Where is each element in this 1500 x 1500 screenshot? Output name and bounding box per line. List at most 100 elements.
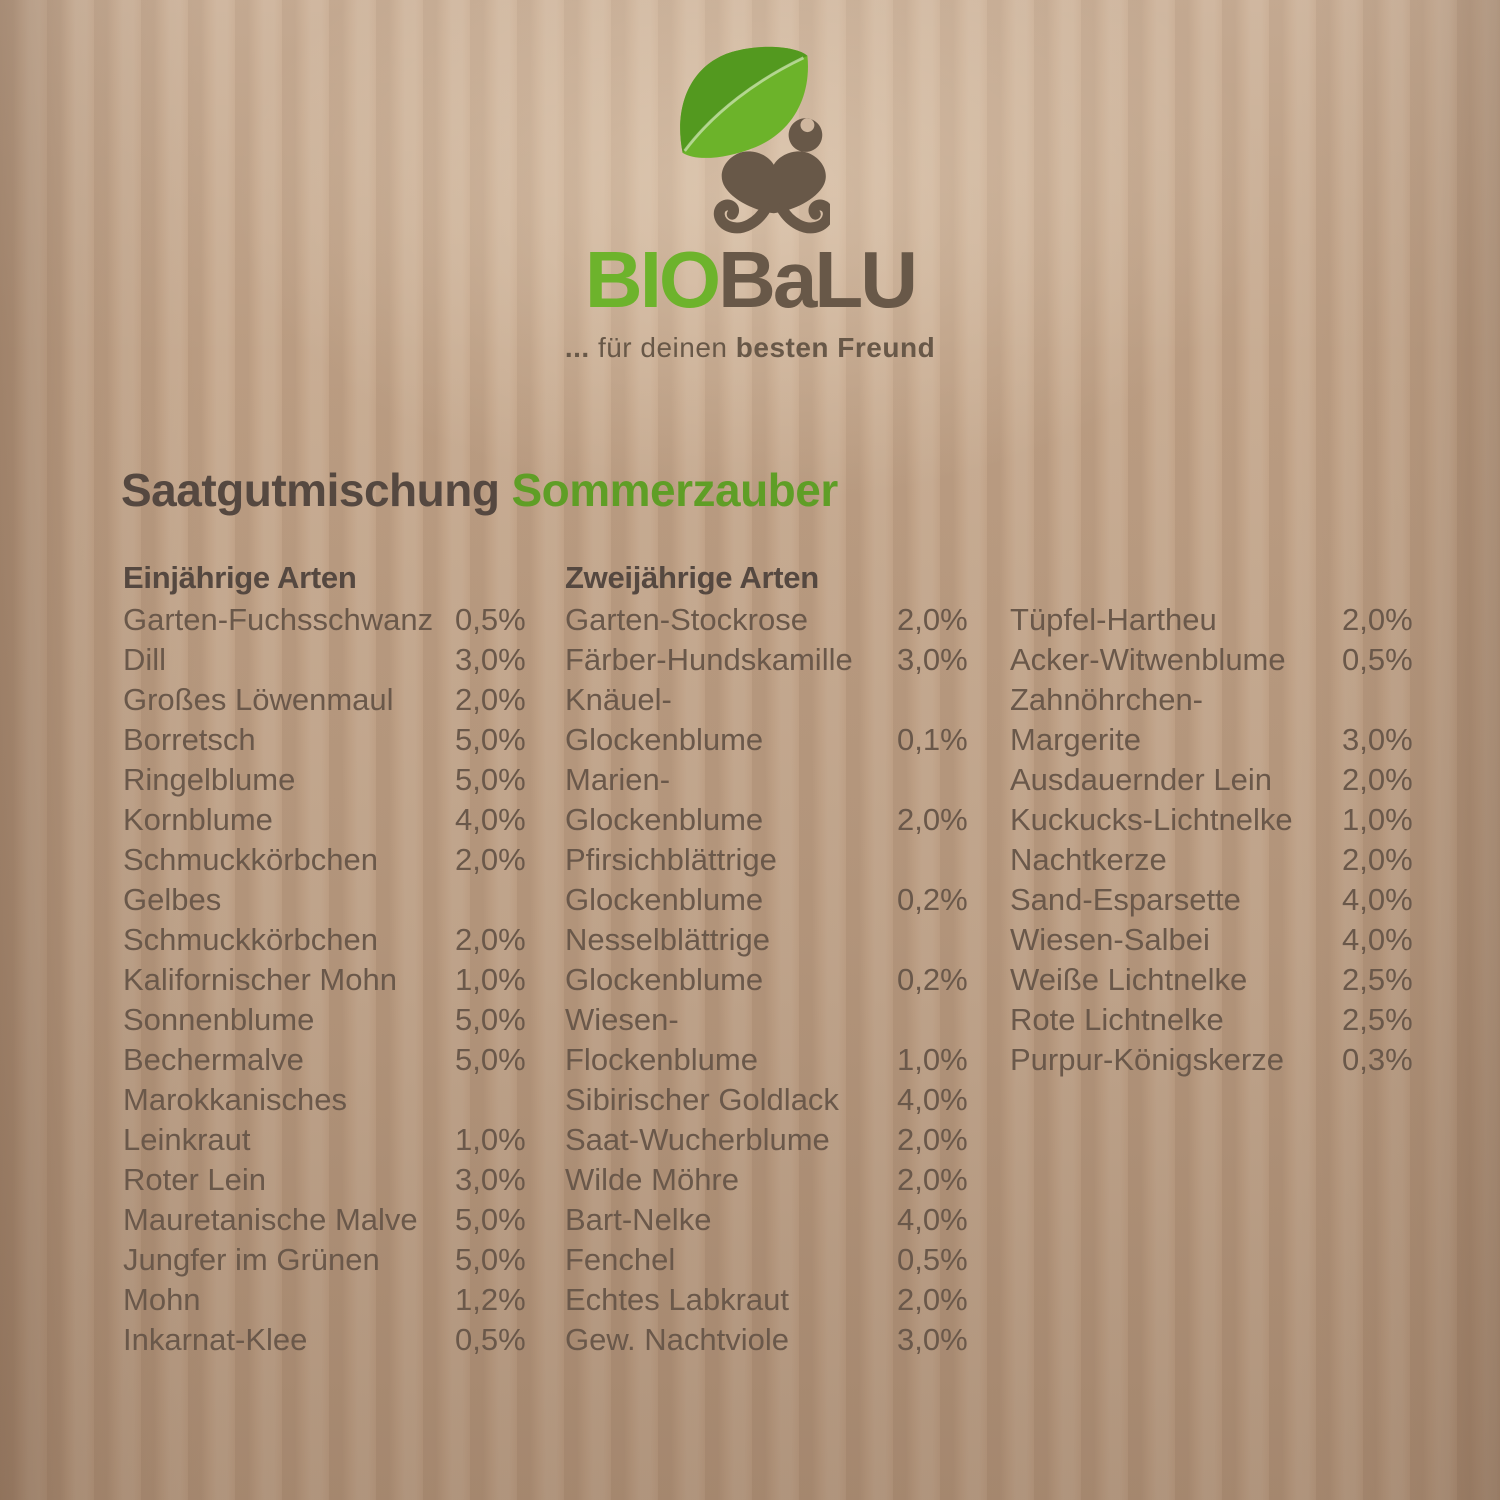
biobalu-logo-icon bbox=[680, 46, 830, 234]
species-percentage: 0,3% bbox=[1342, 1042, 1413, 1077]
species-percentage: 5,0% bbox=[455, 1042, 526, 1077]
species-row: Weiße Lichtnelke 2,5% bbox=[1010, 960, 1415, 1000]
species-row: Echtes Labkraut 2,0% bbox=[565, 1280, 970, 1320]
species-row: Sand-Esparsette 4,0% bbox=[1010, 880, 1415, 920]
species-name: Dill bbox=[123, 642, 167, 677]
species-percentage: 0,5% bbox=[1342, 642, 1413, 677]
species-name: Sibirischer Goldlack bbox=[565, 1082, 839, 1117]
leaf-dark-half bbox=[680, 46, 808, 153]
species-column-1: Einjährige Arten Garten-Fuchsschwanz 0,5% D… bbox=[123, 556, 528, 1360]
species-name: Jungfer im Grünen bbox=[123, 1242, 380, 1277]
column-header: Zweijährige Arten bbox=[565, 560, 819, 595]
species-name: Borretsch bbox=[123, 722, 256, 757]
species-column-2: Zweijährige Arten Garten-Stockrose 2,0% Fär… bbox=[565, 556, 970, 1360]
species-percentage: 1,2% bbox=[455, 1282, 526, 1317]
nose-whisker-right-icon bbox=[776, 199, 830, 234]
species-name: Leinkraut bbox=[123, 1122, 251, 1157]
species-column-3: Tüpfel-Hartheu 2,0% Acker-Witwenblume 0,5% Z… bbox=[1010, 556, 1415, 1080]
species-row: Gelbes bbox=[123, 880, 528, 920]
brand-bio: BIO bbox=[584, 235, 721, 324]
tagline-regular: für deinen bbox=[597, 332, 728, 363]
leaf-midrib bbox=[683, 56, 805, 152]
species-row: Großes Löwenmaul 2,0% bbox=[123, 680, 528, 720]
species-name: Flockenblume bbox=[565, 1042, 758, 1077]
species-percentage: 3,0% bbox=[455, 642, 526, 677]
species-name: Wilde Möhre bbox=[565, 1162, 739, 1197]
page-title-main: Saatgutmischung bbox=[121, 464, 500, 516]
species-percentage: 2,0% bbox=[897, 1122, 968, 1157]
species-percentage: 3,0% bbox=[897, 1322, 968, 1357]
species-row: Wiesen- bbox=[565, 1000, 970, 1040]
dog-nose-icon bbox=[721, 151, 826, 214]
species-name: Saat-Wucherblume bbox=[565, 1122, 830, 1157]
species-row: Wiesen-Salbei 4,0% bbox=[1010, 920, 1415, 960]
species-row: Gew. Nachtviole 3,0% bbox=[565, 1320, 970, 1360]
species-row: Kalifornischer Mohn 1,0% bbox=[123, 960, 528, 1000]
species-row: Flockenblume 1,0% bbox=[565, 1040, 970, 1080]
species-name: Bechermalve bbox=[123, 1042, 304, 1077]
species-name: Pfirsichblättrige bbox=[565, 842, 777, 877]
species-row: Saat-Wucherblume 2,0% bbox=[565, 1120, 970, 1160]
species-name: Nesselblättrige bbox=[565, 922, 771, 957]
species-row: Glockenblume 0,2% bbox=[565, 960, 970, 1000]
species-row: Leinkraut 1,0% bbox=[123, 1120, 528, 1160]
species-row: Nachtkerze 2,0% bbox=[1010, 840, 1415, 880]
species-name: Glockenblume bbox=[565, 802, 764, 837]
species-percentage: 2,0% bbox=[1342, 602, 1413, 637]
species-name: Purpur-Königskerze bbox=[1010, 1042, 1284, 1077]
species-row: Nesselblättrige bbox=[565, 920, 970, 960]
species-row: Sonnenblume 5,0% bbox=[123, 1000, 528, 1040]
species-name: Ausdauernder Lein bbox=[1010, 762, 1272, 797]
species-row: Mohn 1,2% bbox=[123, 1280, 528, 1320]
species-percentage: 5,0% bbox=[455, 762, 526, 797]
species-percentage: 0,2% bbox=[897, 962, 968, 997]
species-percentage: 3,0% bbox=[1342, 722, 1413, 757]
species-row: Schmuckkörbchen 2,0% bbox=[123, 840, 528, 880]
species-name: Fenchel bbox=[565, 1242, 676, 1277]
species-name: Gew. Nachtviole bbox=[565, 1322, 789, 1357]
species-name: Marien- bbox=[565, 762, 671, 797]
page-title: Saatgutmischung Sommerzauber bbox=[121, 460, 838, 520]
species-row: Acker-Witwenblume 0,5% bbox=[1010, 640, 1415, 680]
species-percentage: 5,0% bbox=[455, 1242, 526, 1277]
species-percentage: 4,0% bbox=[1342, 922, 1413, 957]
brand-balu: BaLU bbox=[718, 235, 918, 324]
species-name: Glockenblume bbox=[565, 722, 764, 757]
species-percentage: 0,2% bbox=[897, 882, 968, 917]
species-name: Sonnenblume bbox=[123, 1002, 315, 1037]
species-percentage: 1,0% bbox=[897, 1042, 968, 1077]
species-row: Borretsch 5,0% bbox=[123, 720, 528, 760]
species-row: Wilde Möhre 2,0% bbox=[565, 1160, 970, 1200]
species-row: Ringelblume 5,0% bbox=[123, 760, 528, 800]
species-percentage: 5,0% bbox=[455, 1202, 526, 1237]
column-header: Einjährige Arten bbox=[123, 560, 357, 595]
species-row: Margerite 3,0% bbox=[1010, 720, 1415, 760]
species-percentage: 0,5% bbox=[455, 602, 526, 637]
species-lists: Einjährige Arten Garten-Fuchsschwanz 0,5% D… bbox=[0, 556, 1500, 1376]
species-row: Färber-Hundskamille 3,0% bbox=[565, 640, 970, 680]
species-row: Mauretanische Malve 5,0% bbox=[123, 1200, 528, 1240]
species-row: Glockenblume 0,2% bbox=[565, 880, 970, 920]
species-row: Marien- bbox=[565, 760, 970, 800]
species-name: Kuckucks-Lichtnelke bbox=[1010, 802, 1293, 837]
species-row: Ausdauernder Lein 2,0% bbox=[1010, 760, 1415, 800]
species-percentage: 2,0% bbox=[455, 682, 526, 717]
species-percentage: 2,5% bbox=[1342, 1002, 1413, 1037]
species-name: Garten-Fuchsschwanz bbox=[123, 602, 434, 637]
species-name: Glockenblume bbox=[565, 962, 764, 997]
species-row: Schmuckkörbchen 2,0% bbox=[123, 920, 528, 960]
species-row: Rote Lichtnelke 2,5% bbox=[1010, 1000, 1415, 1040]
species-name: Mohn bbox=[123, 1282, 201, 1317]
species-row: Kuckucks-Lichtnelke 1,0% bbox=[1010, 800, 1415, 840]
species-name: Kalifornischer Mohn bbox=[123, 962, 397, 997]
species-percentage: 0,5% bbox=[897, 1242, 968, 1277]
dog-eye-icon bbox=[788, 118, 823, 152]
species-name: Schmuckkörbchen bbox=[123, 922, 379, 957]
species-row: Purpur-Königskerze 0,3% bbox=[1010, 1040, 1415, 1080]
species-name: Margerite bbox=[1010, 722, 1141, 757]
species-name: Garten-Stockrose bbox=[565, 602, 808, 637]
species-name: Ringelblume bbox=[123, 762, 296, 797]
species-percentage: 2,0% bbox=[897, 1162, 968, 1197]
species-percentage: 2,0% bbox=[897, 602, 968, 637]
species-row: Glockenblume 0,1% bbox=[565, 720, 970, 760]
